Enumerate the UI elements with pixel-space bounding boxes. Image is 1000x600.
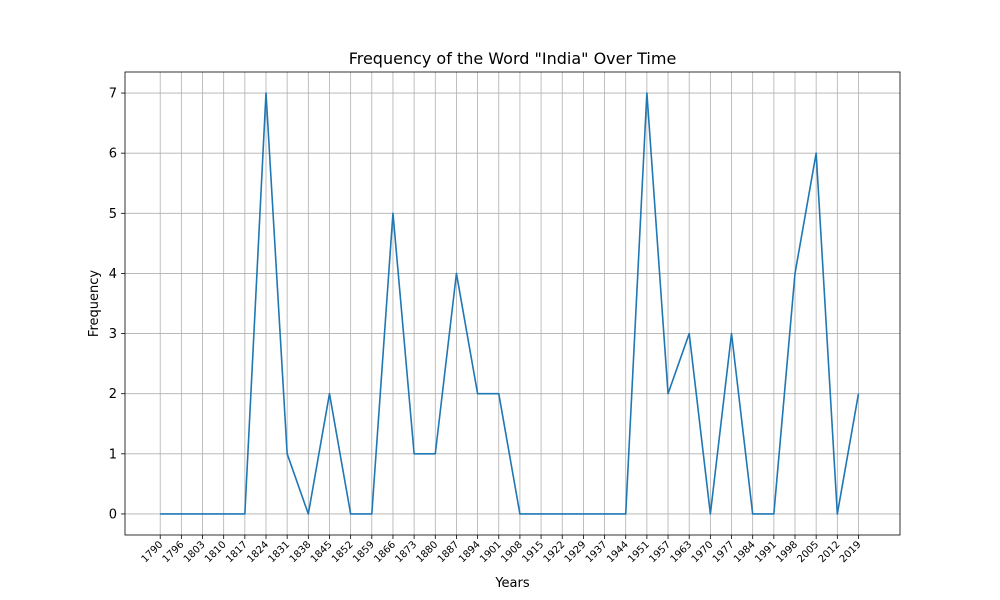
plot-frame <box>124 71 901 536</box>
x-axis-label: Years <box>494 576 530 591</box>
y-tick-label: 3 <box>109 327 117 342</box>
y-tick-label: 1 <box>109 447 117 462</box>
series-layer <box>160 92 860 515</box>
chart-title: Frequency of the Word "India" Over Time <box>349 49 677 68</box>
y-tick-label: 4 <box>109 267 117 282</box>
grid <box>125 72 900 535</box>
series-line <box>160 92 860 515</box>
y-tick-label: 0 <box>109 507 117 522</box>
y-tick-label: 5 <box>109 207 117 222</box>
y-tick-label: 6 <box>109 147 117 162</box>
y-axis-label: Frequency <box>87 270 102 337</box>
y-tick-label: 2 <box>109 387 117 402</box>
y-tick-label: 7 <box>109 87 117 102</box>
